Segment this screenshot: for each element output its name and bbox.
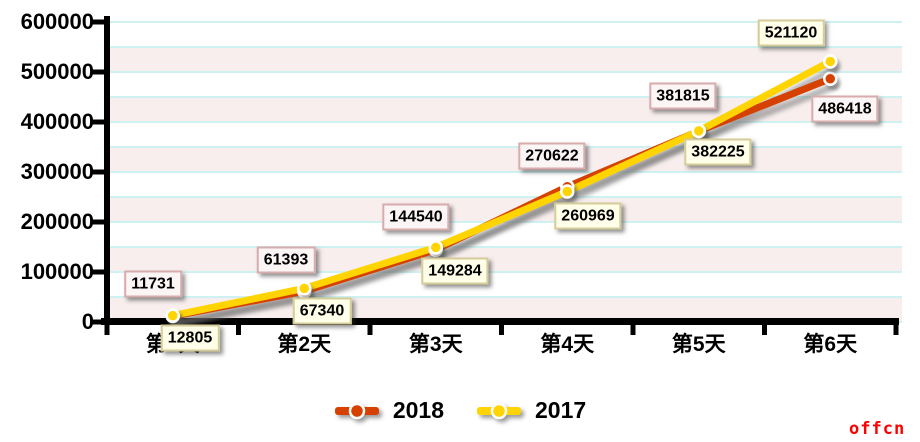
data-point-2017: [823, 54, 838, 69]
data-points: [165, 54, 838, 324]
y-axis-label: 500000: [20, 59, 94, 84]
legend-label-2018: 2018: [392, 397, 444, 423]
legend-marker-2018-icon: [334, 402, 379, 419]
y-axis-tick: [92, 219, 105, 225]
legend-marker-2017-icon: [477, 402, 521, 419]
data-label-2018: 486418: [811, 95, 879, 123]
data-label-2017: 260969: [554, 202, 622, 230]
plot-band: [107, 47, 902, 72]
x-axis-tick: [893, 325, 899, 335]
data-label-2018: 11731: [124, 270, 182, 298]
data-label-2018: 61393: [256, 246, 316, 274]
line-shadows: [174, 64, 839, 327]
line-shadow-2017: [174, 64, 839, 327]
plot-band: [107, 147, 902, 172]
data-label-2017: 521120: [757, 19, 825, 47]
data-point-2017: [560, 184, 575, 199]
x-axis-tick: [236, 325, 241, 335]
series-lines: [169, 57, 834, 320]
x-axis-label: 第5天: [671, 333, 726, 356]
watermark: offcn: [849, 419, 906, 439]
data-label-2017: 149284: [421, 257, 489, 285]
x-axis-label: 第3天: [408, 333, 463, 356]
data-label-2018: 270622: [518, 142, 586, 170]
plot-area: [92, 16, 902, 335]
data-label-2017: 12805: [160, 324, 220, 352]
axes: [92, 16, 899, 335]
y-axis-label: 200000: [20, 209, 94, 234]
series-line-2017: [169, 57, 834, 320]
x-axis-label: 第4天: [540, 333, 595, 356]
legend-item-2017: 2017: [476, 397, 586, 424]
x-axis-label: 第6天: [803, 333, 858, 356]
x-axis-tick: [104, 325, 110, 335]
y-axis-line: [104, 16, 110, 325]
x-axis-line: [101, 318, 899, 325]
y-axis-label: 300000: [20, 159, 94, 184]
y-axis-label: 100000: [20, 259, 94, 284]
legend-item-2018: 2018: [334, 397, 444, 424]
y-axis-tick: [92, 319, 105, 325]
data-point-2018: [823, 71, 838, 87]
x-axis-tick: [367, 325, 373, 335]
y-axis-label: 400000: [20, 109, 94, 134]
data-point-2017: [297, 281, 312, 296]
y-axis-tick: [92, 269, 105, 275]
y-axis-tick: [92, 119, 105, 125]
x-axis-tick: [630, 325, 636, 335]
data-label-2017: 67340: [292, 297, 352, 325]
x-axis-label: 第2天: [277, 333, 332, 356]
legend: 2018 2017: [0, 397, 920, 424]
data-point-2017: [691, 123, 706, 139]
y-axis-label: 600000: [20, 9, 94, 34]
y-axis-tick: [92, 69, 105, 75]
x-axis-tick: [499, 325, 504, 335]
data-point-2017: [428, 240, 443, 255]
y-axis-label: 0: [81, 309, 94, 334]
x-axis-tick: [762, 325, 767, 335]
data-label-2017: 382225: [684, 138, 752, 166]
data-point-2017: [165, 308, 180, 323]
plot-band: [107, 247, 902, 272]
data-label-2018: 381815: [649, 82, 717, 110]
y-axis-tick: [92, 19, 105, 25]
legend-label-2017: 2017: [535, 397, 587, 423]
data-label-2018: 144540: [382, 203, 450, 231]
y-axis-tick: [92, 169, 105, 175]
